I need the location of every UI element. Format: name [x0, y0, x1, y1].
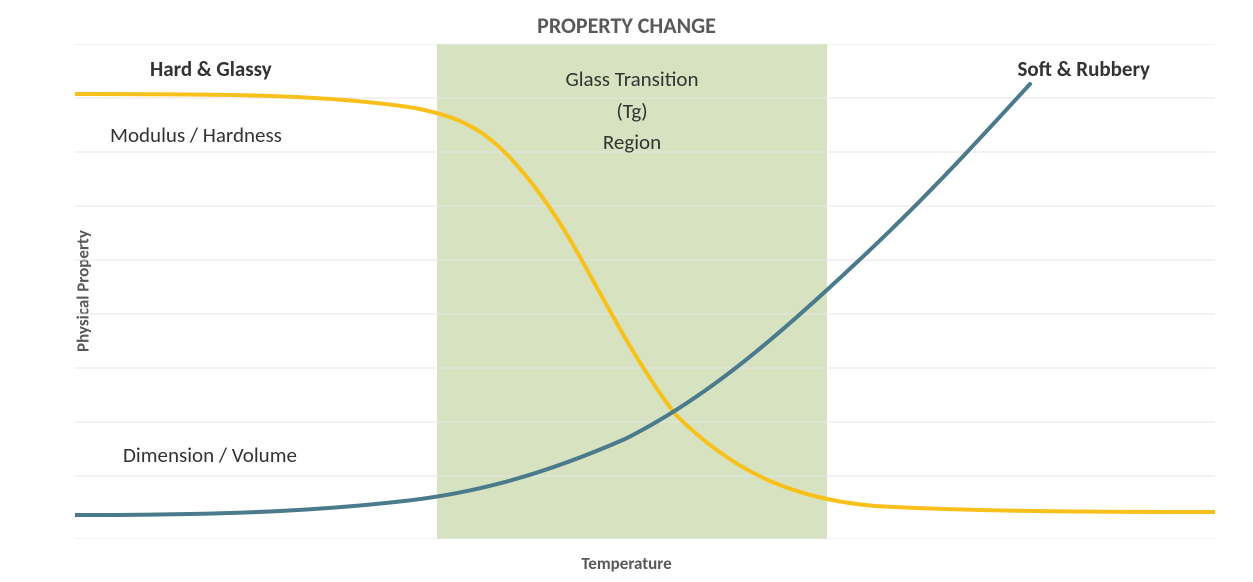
x-axis-label: Temperature: [0, 553, 1253, 574]
label-hard-glassy: Hard & Glassy: [150, 56, 272, 82]
chart-container: Hard & Glassy Soft & Rubbery Glass Trans…: [75, 44, 1215, 539]
label-dimension: Dimension / Volume: [123, 442, 297, 468]
chart-title: PROPERTY CHANGE: [0, 12, 1253, 39]
tg-line2: (Tg): [616, 98, 647, 124]
tg-line3: Region: [603, 129, 661, 155]
tg-line1: Glass Transition: [565, 66, 698, 92]
label-tg-region: Glass Transition (Tg) Region: [437, 64, 827, 159]
label-soft-rubbery: Soft & Rubbery: [1017, 56, 1150, 82]
label-modulus: Modulus / Hardness: [110, 122, 282, 148]
